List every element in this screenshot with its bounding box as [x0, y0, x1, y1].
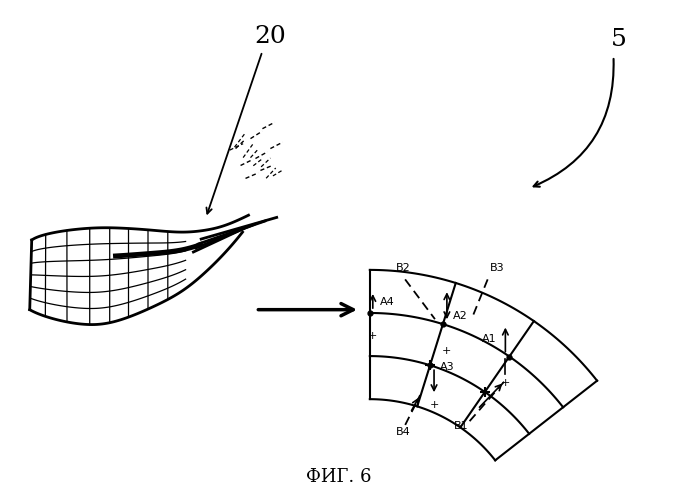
- Text: B2: B2: [396, 264, 410, 274]
- Text: A1: A1: [482, 334, 497, 344]
- Text: +: +: [429, 400, 439, 410]
- Text: A2: A2: [453, 311, 468, 321]
- Text: B3: B3: [490, 264, 504, 274]
- Text: A4: A4: [380, 297, 395, 307]
- Text: B1: B1: [454, 421, 469, 431]
- Text: +: +: [368, 331, 378, 341]
- Text: A3: A3: [440, 362, 455, 372]
- Text: ФИГ. 6: ФИГ. 6: [306, 468, 372, 485]
- Text: 5: 5: [610, 28, 626, 50]
- Text: 20: 20: [254, 24, 286, 48]
- Text: B4: B4: [396, 427, 411, 437]
- Text: +: +: [442, 346, 452, 356]
- Text: +: +: [500, 378, 510, 388]
